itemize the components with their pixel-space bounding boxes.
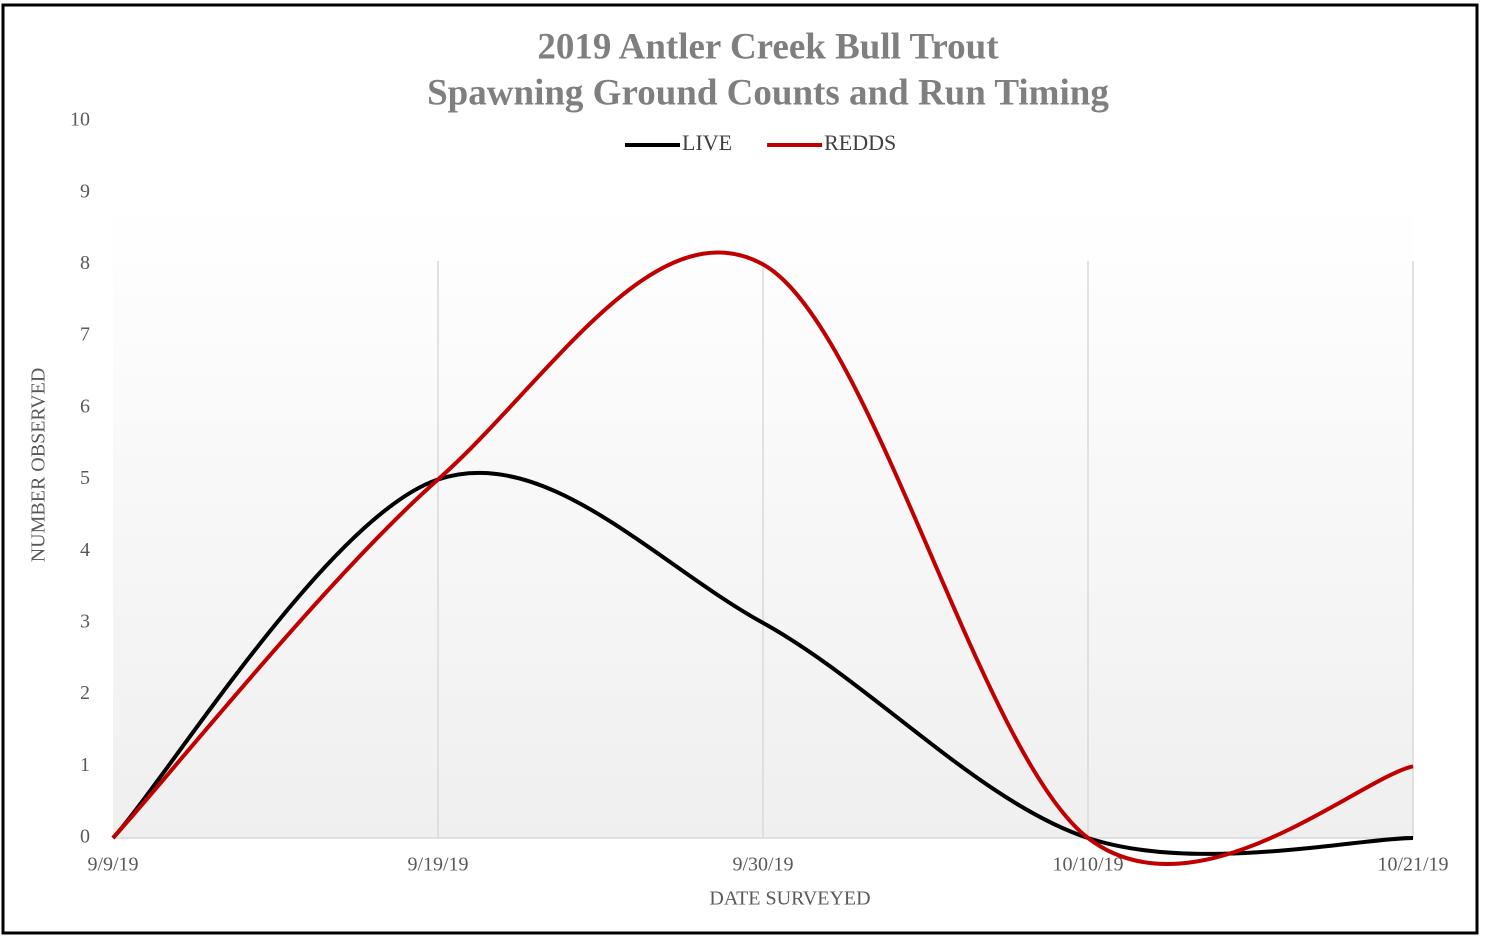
x-tick-label: 9/30/19: [732, 854, 793, 876]
series-line: [111, 250, 1414, 866]
y-tick-label: 7: [80, 324, 90, 346]
y-tick-label: 8: [80, 252, 90, 274]
chart-title: 2019 Antler Creek Bull Trout: [537, 26, 999, 67]
grid: 0 1 2 3 4 5 6 7 8 9 10 9/9/19 9/19/19 9/30/19 10/10/19…: [70, 109, 1449, 876]
y-tick-label: 0: [80, 826, 90, 848]
x-tick-label: 9/9/19: [87, 854, 138, 876]
x-tick-label: 9/19/19: [407, 854, 468, 876]
legend-label: LIVE: [682, 130, 732, 155]
chart-title: Spawning Ground Counts and Run Timing: [427, 72, 1109, 113]
x-tick-label: 10/10/19: [1052, 854, 1123, 876]
x-axis-title: DATE SURVEYED: [709, 888, 870, 910]
y-axis-title: NUMBER OBSERVED: [28, 368, 50, 563]
y-tick-label: 6: [80, 395, 90, 417]
series-line: [111, 471, 1414, 856]
x-tick-label: 10/21/19: [1377, 854, 1448, 876]
y-tick-label: 5: [80, 467, 90, 489]
y-tick-label: 2: [80, 682, 90, 704]
legend-label: REDDS: [824, 130, 896, 155]
y-tick-label: 9: [80, 180, 90, 202]
legend: LIVE REDDS: [625, 130, 896, 155]
y-tick-label: 4: [80, 539, 90, 561]
y-tick-label: 10: [70, 109, 90, 131]
y-tick-label: 3: [80, 610, 90, 632]
y-tick-label: 1: [80, 754, 90, 776]
lines: [111, 250, 1414, 866]
